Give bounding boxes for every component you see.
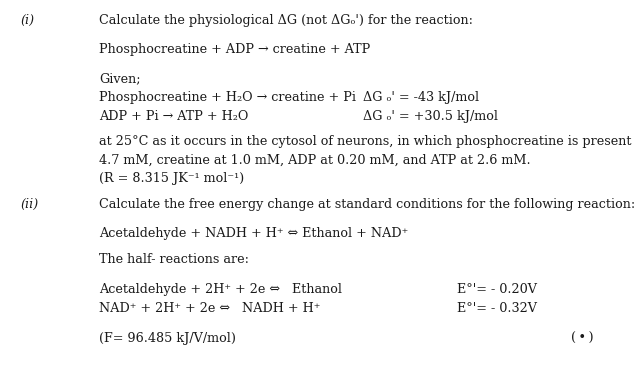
Text: Acetaldehyde + 2H⁺ + 2e ⇔   Ethanol: Acetaldehyde + 2H⁺ + 2e ⇔ Ethanol	[99, 283, 342, 296]
Text: Phosphocreatine + H₂O → creatine + Pi: Phosphocreatine + H₂O → creatine + Pi	[99, 92, 356, 104]
Text: (R = 8.315 JK⁻¹ mol⁻¹): (R = 8.315 JK⁻¹ mol⁻¹)	[99, 172, 244, 185]
Text: (i): (i)	[20, 14, 34, 27]
Text: Acetaldehyde + NADH + H⁺ ⇔ Ethanol + NAD⁺: Acetaldehyde + NADH + H⁺ ⇔ Ethanol + NAD…	[99, 227, 408, 241]
Text: E°'= - 0.20V: E°'= - 0.20V	[457, 283, 537, 296]
Text: 4.7 mM, creatine at 1.0 mM, ADP at 0.20 mM, and ATP at 2.6 mM.: 4.7 mM, creatine at 1.0 mM, ADP at 0.20 …	[99, 154, 530, 167]
Text: ΔG ₒ' = +30.5 kJ/mol: ΔG ₒ' = +30.5 kJ/mol	[363, 110, 498, 123]
Text: Calculate the free energy change at standard conditions for the following reacti: Calculate the free energy change at stan…	[99, 198, 635, 211]
Text: The half- reactions are:: The half- reactions are:	[99, 253, 249, 266]
Text: at 25°C as it occurs in the cytosol of neurons, in which phosphocreatine is pres: at 25°C as it occurs in the cytosol of n…	[99, 135, 636, 148]
Text: ΔG ₒ' = -43 kJ/mol: ΔG ₒ' = -43 kJ/mol	[363, 92, 480, 104]
Text: Phosphocreatine + ADP → creatine + ATP: Phosphocreatine + ADP → creatine + ATP	[99, 43, 370, 56]
Text: ( • ): ( • )	[571, 332, 593, 345]
Text: (F= 96.485 kJ/V/mol): (F= 96.485 kJ/V/mol)	[99, 332, 236, 345]
Text: Calculate the physiological ΔG (not ΔGₒ') for the reaction:: Calculate the physiological ΔG (not ΔGₒ'…	[99, 14, 473, 27]
Text: Given;: Given;	[99, 72, 141, 85]
Text: E°'= - 0.32V: E°'= - 0.32V	[457, 302, 537, 315]
Text: NAD⁺ + 2H⁺ + 2e ⇔   NADH + H⁺: NAD⁺ + 2H⁺ + 2e ⇔ NADH + H⁺	[99, 302, 321, 315]
Text: ADP + Pi → ATP + H₂O: ADP + Pi → ATP + H₂O	[99, 110, 249, 123]
Text: (ii): (ii)	[20, 198, 38, 211]
